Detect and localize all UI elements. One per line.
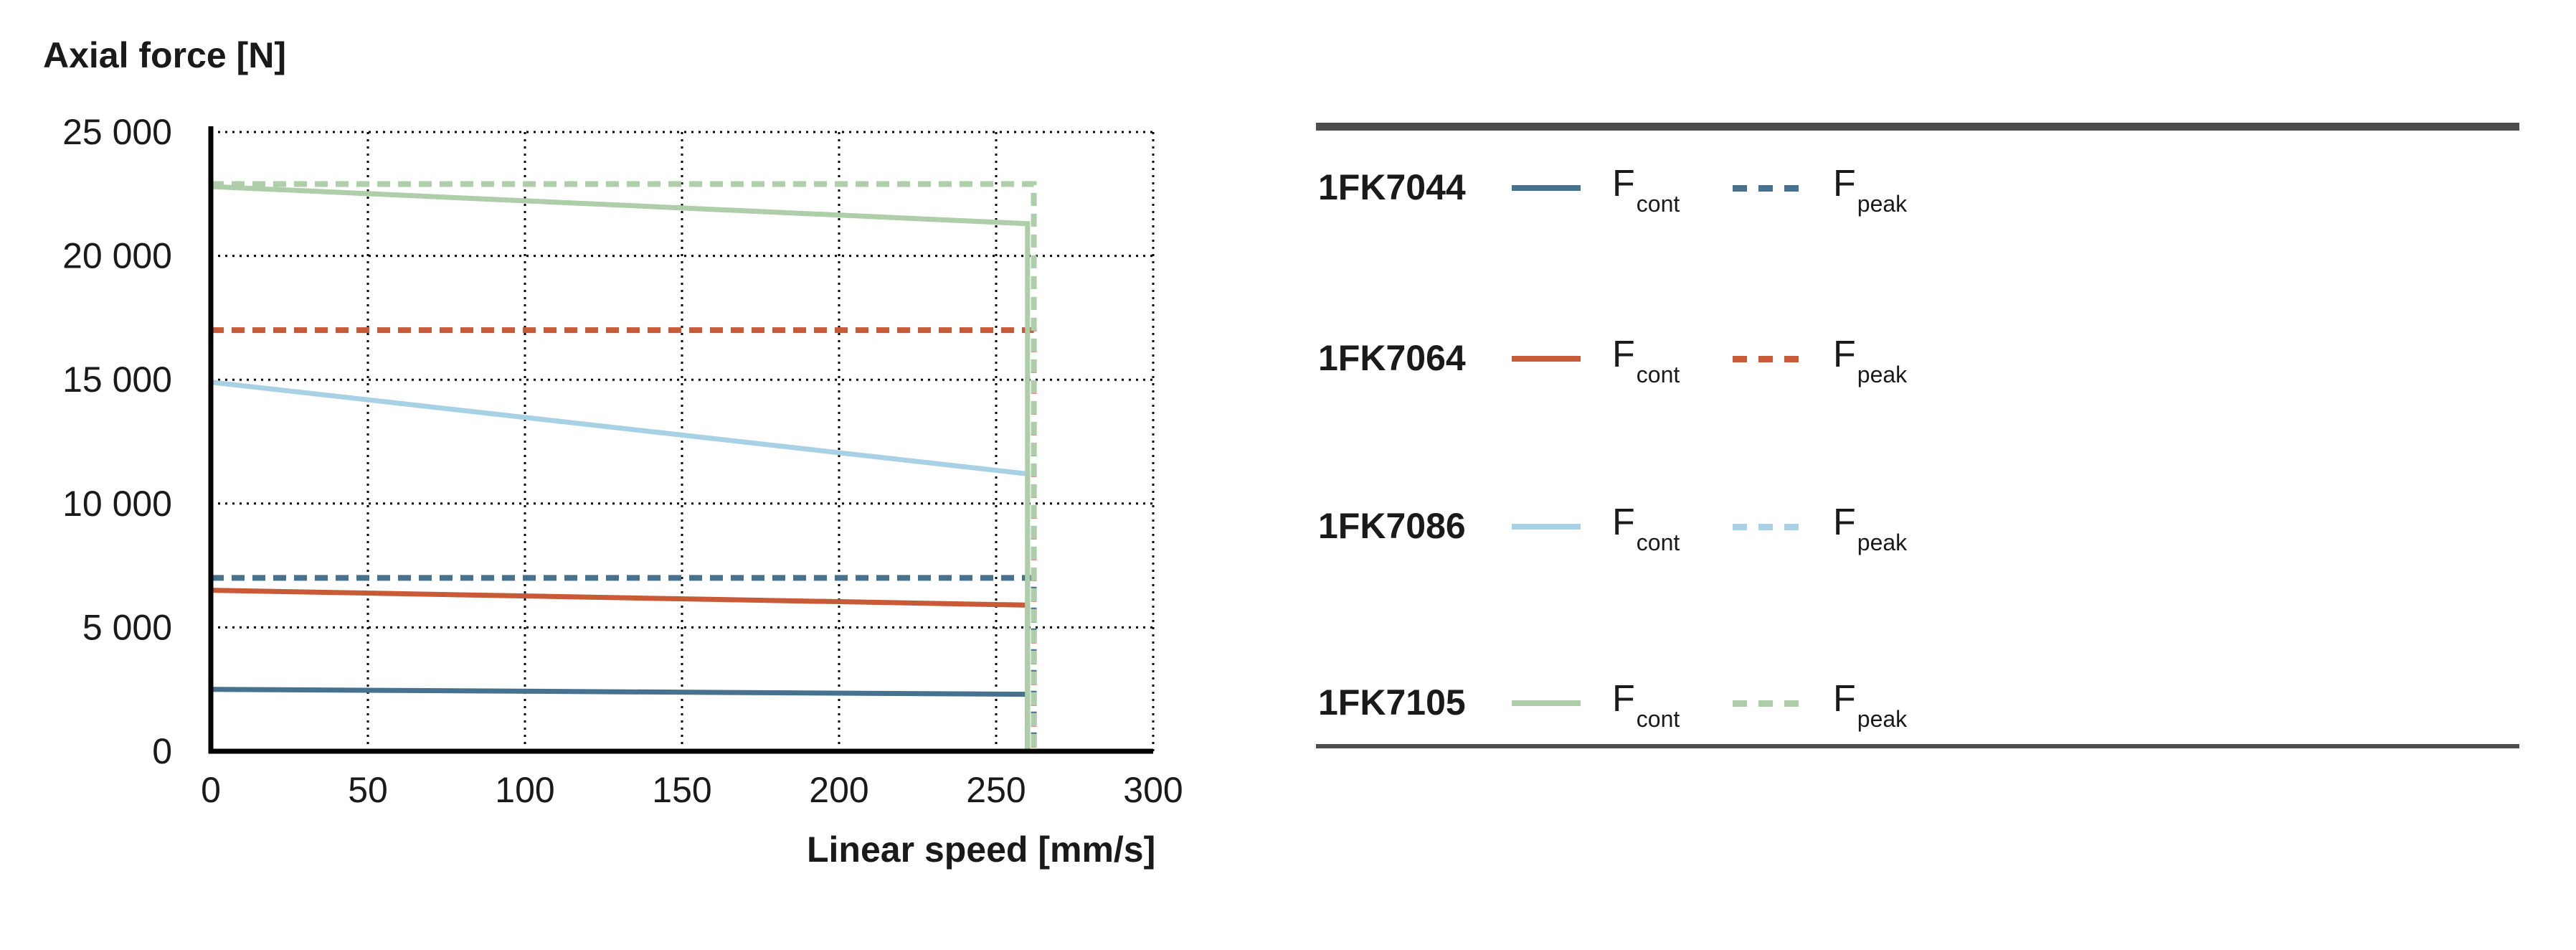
series-line-1FK7105-cont [210, 184, 1031, 751]
legend-swatch-cont [1512, 524, 1581, 530]
legend-swatch-cont [1512, 700, 1581, 706]
legend-model-label: 1FK7064 [1318, 338, 1466, 378]
x-tick-label: 100 [495, 770, 554, 810]
y-tick-label: 20 000 [62, 236, 172, 276]
series-line-1FK7064-cont [210, 588, 1031, 751]
legend-swatch-cont [1512, 185, 1581, 191]
legend-swatch-peak [1733, 356, 1801, 362]
series-line-1FK7086-peak [211, 181, 1037, 751]
legend-label-peak: Fpeak [1833, 502, 1908, 555]
legend-swatch-peak [1733, 700, 1801, 707]
legend-model-label: 1FK7044 [1318, 167, 1466, 207]
x-axis-title: Linear speed [mm/s] [807, 829, 1156, 870]
legend-label-cont: Fcont [1612, 163, 1680, 217]
legend-swatch-cont [1512, 356, 1581, 362]
y-tick-label: 15 000 [62, 359, 172, 400]
legend-swatch-peak [1733, 524, 1801, 530]
legend-model-label: 1FK7086 [1318, 506, 1466, 546]
legend-label-cont: Fcont [1612, 502, 1680, 555]
legend-swatch-peak [1733, 185, 1801, 192]
legend-label-peak: Fpeak [1833, 334, 1908, 387]
x-tick-label: 150 [652, 770, 711, 810]
x-tick-label: 200 [809, 770, 868, 810]
series-line-1FK7105-peak [211, 181, 1037, 751]
legend-label-cont: Fcont [1612, 334, 1680, 387]
legend-item-1FK7105: 1FK7105 Fcont Fpeak [1318, 673, 2466, 732]
legend-label-peak: Fpeak [1833, 163, 1908, 217]
legend-item-1FK7086: 1FK7086 Fcont Fpeak [1318, 497, 2466, 555]
y-tick-label: 10 000 [62, 484, 172, 524]
y-tick-label: 5 000 [82, 607, 172, 647]
legend-label-cont: Fcont [1612, 678, 1680, 732]
legend-item-1FK7044: 1FK7044 Fcont Fpeak [1318, 158, 2466, 217]
y-tick-label: 25 000 [62, 112, 172, 152]
x-tick-label: 250 [966, 770, 1026, 810]
series-line-1FK7044-cont [210, 687, 1031, 751]
x-tick-label: 300 [1123, 770, 1183, 810]
x-tick-label: 0 [201, 770, 221, 810]
y-tick-label: 0 [152, 731, 172, 771]
legend-bottom-rule [1316, 744, 2519, 748]
legend-item-1FK7064: 1FK7064 Fcont Fpeak [1318, 329, 2466, 387]
legend-model-label: 1FK7105 [1318, 682, 1466, 723]
y-axis-title: Axial force [N] [43, 35, 286, 75]
x-tick-label: 50 [348, 770, 388, 810]
legend-top-rule [1316, 123, 2519, 131]
legend-label-peak: Fpeak [1833, 678, 1908, 732]
